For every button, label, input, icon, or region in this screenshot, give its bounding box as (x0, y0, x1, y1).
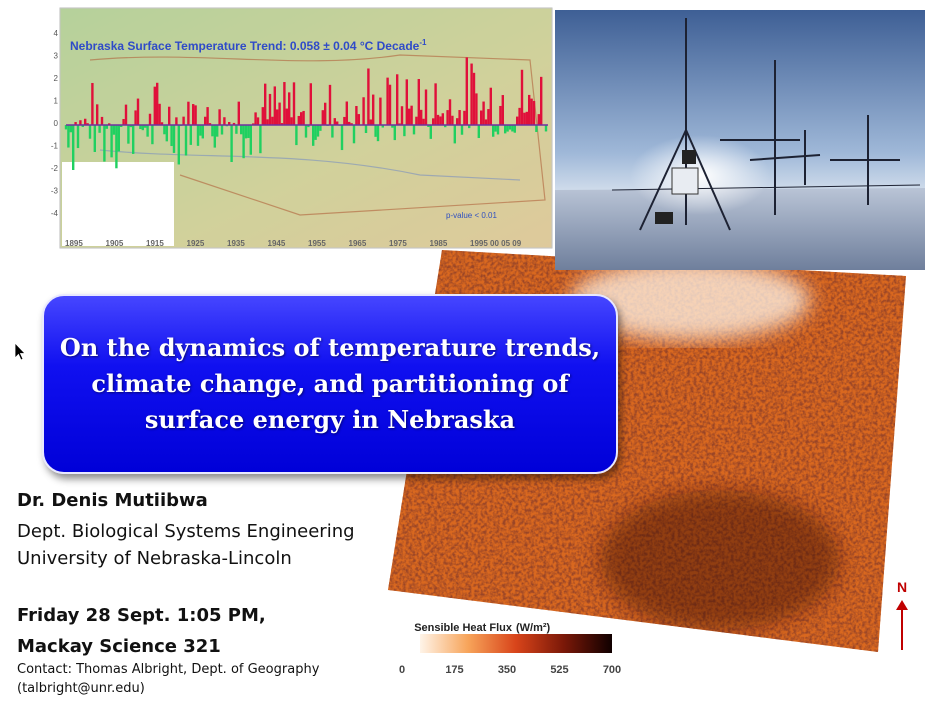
chart-title-superscript: -1 (419, 38, 427, 47)
x-label: 1985 (430, 239, 448, 248)
temperature-chart: Nebraska Surface Temperature Trend: 0.05… (51, 7, 553, 249)
title-box: On the dynamics of temperature trends, cl… (42, 294, 618, 474)
legend-tick: 350 (498, 664, 516, 676)
y-label: 3 (54, 52, 59, 61)
speaker-department: Dept. Biological Systems Engineering (17, 521, 355, 542)
legend-tick: 175 (445, 664, 463, 676)
title-line: climate change, and partitioning of (91, 369, 569, 398)
legend-tick: 525 (550, 664, 568, 676)
x-label: 1995 00 05 09 (470, 239, 522, 248)
x-label: 1905 (106, 239, 124, 248)
legend-tick: 700 (603, 664, 621, 676)
x-label: 1935 (227, 239, 245, 248)
y-label: 4 (54, 29, 59, 38)
title-line: surface energy in Nebraska (144, 405, 516, 434)
y-label: 2 (54, 74, 59, 83)
event-date: Friday 28 Sept. 1:05 PM, (17, 605, 266, 626)
x-label: 1945 (268, 239, 286, 248)
event-venue: Mackay Science 321 (17, 636, 221, 657)
x-label: 1975 (389, 239, 407, 248)
legend-unit: (W/m²) (516, 622, 551, 634)
station-photo (555, 10, 925, 270)
cursor (14, 342, 26, 361)
speaker-name: Dr. Denis Mutiibwa (17, 490, 208, 511)
north-arrow: N (896, 579, 908, 650)
contact-email: (talbright@unr.edu) (17, 681, 145, 696)
y-label: 1 (54, 97, 59, 106)
y-label: -2 (51, 164, 59, 173)
x-label: 1965 (349, 239, 367, 248)
y-label: -1 (51, 142, 59, 151)
heat-map-legend: Sensible Heat Flux (W/m²) 0 175 350 525 700 (399, 622, 621, 676)
y-label: -4 (51, 209, 59, 218)
x-label: 1915 (146, 239, 164, 248)
speaker-university: University of Nebraska-Lincoln (17, 548, 292, 569)
x-label: 1955 (308, 239, 326, 248)
y-label: -3 (51, 187, 59, 196)
legend-tick: 0 (399, 664, 405, 676)
y-label: 0 (54, 119, 59, 128)
title-line: On the dynamics of temperature trends, (59, 333, 601, 362)
x-label: 1925 (187, 239, 205, 248)
north-label: N (897, 579, 907, 595)
legend-title: Sensible Heat Flux (414, 622, 513, 634)
contact-line: Contact: Thomas Albright, Dept. of Geogr… (17, 662, 320, 677)
p-value: p-value < 0.01 (446, 211, 497, 220)
x-label: 1895 (65, 239, 83, 248)
chart-title: Nebraska Surface Temperature Trend: 0.05… (70, 38, 427, 53)
